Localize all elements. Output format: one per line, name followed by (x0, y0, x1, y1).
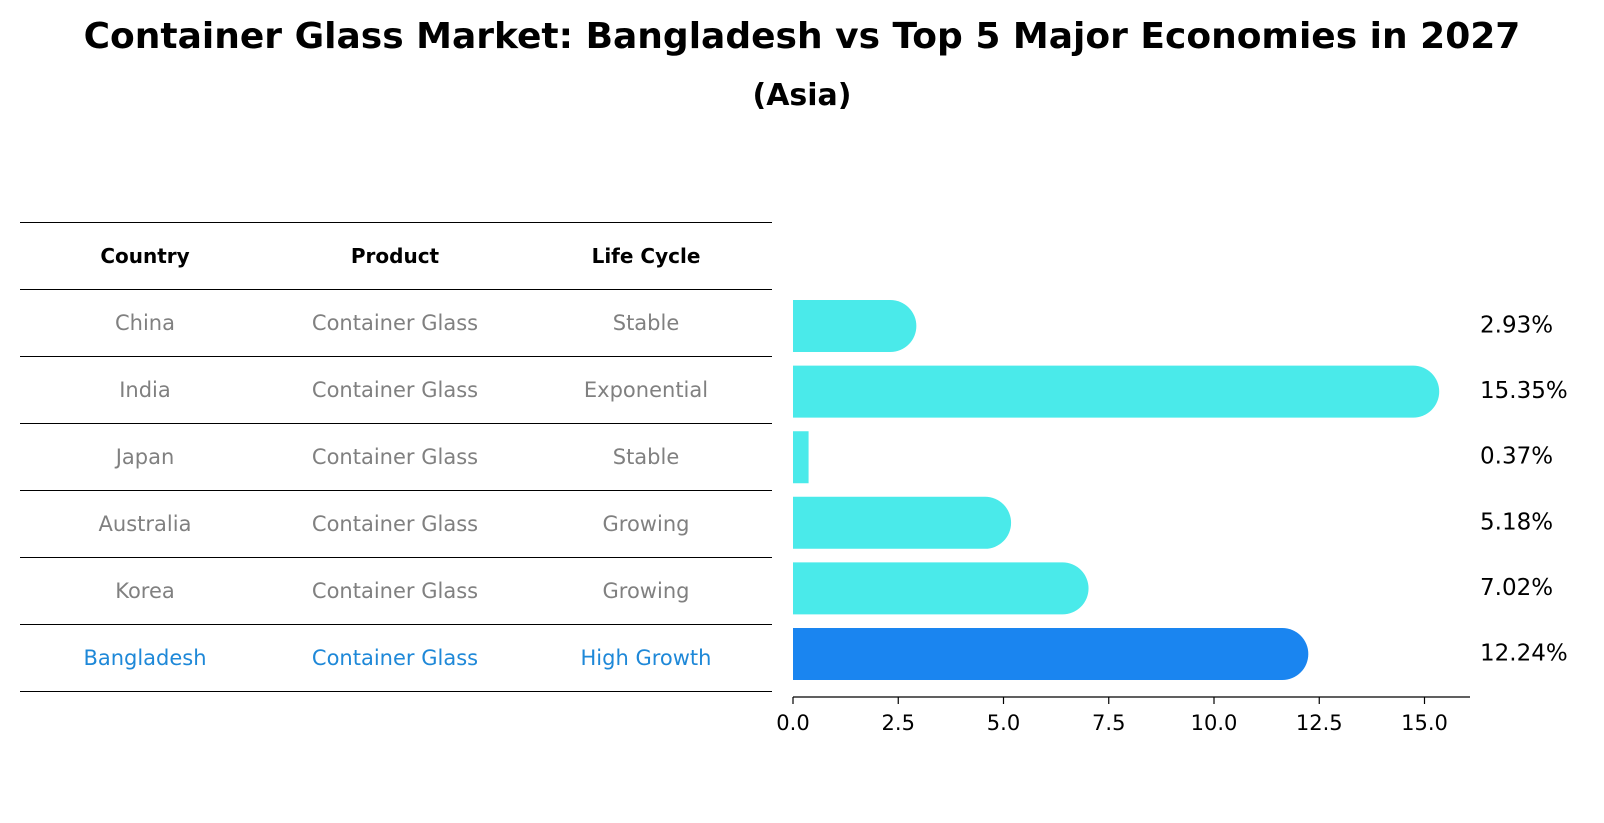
x-tick-label: 15.0 (1401, 711, 1448, 735)
cell-product: Container Glass (311, 646, 479, 670)
table-row-highlight: Bangladesh Container Glass High Growth (20, 624, 772, 692)
value-label-japan: 0.37% (1480, 444, 1553, 470)
cell-product: Container Glass (311, 378, 479, 402)
cell-country: Australia (98, 512, 192, 536)
bar-china (793, 300, 917, 352)
cell-life-cycle: Stable (612, 311, 680, 335)
table-row: Japan Container Glass Stable (20, 423, 772, 490)
bar-bangladesh (793, 628, 1309, 680)
x-tick-label: 0.0 (776, 711, 809, 735)
cell-product: Container Glass (311, 311, 479, 335)
cell-country: China (115, 311, 175, 335)
bar-india (793, 365, 1440, 418)
x-tick-label: 5.0 (987, 711, 1020, 735)
value-label-india: 15.35% (1480, 378, 1568, 404)
x-tick-label: 12.5 (1296, 711, 1343, 735)
cell-life-cycle: High Growth (580, 646, 712, 670)
cell-life-cycle: Growing (602, 512, 690, 536)
cell-country: India (119, 378, 171, 402)
value-label-china: 2.93% (1480, 313, 1553, 339)
x-tick-label: 7.5 (1092, 711, 1125, 735)
chart-title: Container Glass Market: Bangladesh vs To… (83, 16, 1521, 57)
header-country: Country (100, 244, 190, 268)
cell-country: Bangladesh (83, 646, 207, 670)
cell-life-cycle: Growing (602, 579, 690, 603)
bar-australia (793, 496, 1012, 549)
cell-life-cycle: Stable (612, 445, 680, 469)
value-label-korea: 7.02% (1480, 575, 1553, 601)
value-label-australia: 5.18% (1480, 509, 1553, 535)
table-row: India Container Glass Exponential (20, 356, 772, 423)
x-tick-label: 2.5 (882, 711, 915, 735)
table-row: Korea Container Glass Growing (20, 557, 772, 624)
header-product: Product (350, 244, 440, 268)
table-row: China Container Glass Stable (20, 289, 772, 356)
header-life-cycle: Life Cycle (591, 244, 701, 268)
cell-product: Container Glass (311, 512, 479, 536)
table-header-row: Country Product Life Cycle (20, 222, 772, 289)
cell-product: Container Glass (311, 445, 479, 469)
bar-korea (793, 562, 1089, 615)
cell-product: Container Glass (311, 579, 479, 603)
value-label-bangladesh: 12.24% (1480, 641, 1568, 667)
data-table: Country Product Life Cycle China Contain… (20, 222, 772, 692)
cell-country: Korea (115, 579, 175, 603)
x-tick-label: 10.0 (1191, 711, 1238, 735)
bar-japan (793, 431, 809, 484)
table-row: Australia Container Glass Growing (20, 490, 772, 557)
chart-subtitle: (Asia) (752, 78, 852, 113)
cell-life-cycle: Exponential (583, 378, 709, 402)
cell-country: Japan (115, 445, 175, 469)
